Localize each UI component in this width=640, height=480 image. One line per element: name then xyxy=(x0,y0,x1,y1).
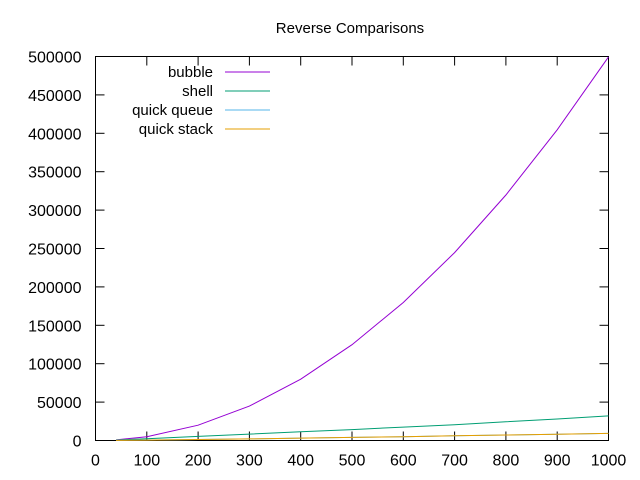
legend-label: bubble xyxy=(168,64,213,81)
legend-label: shell xyxy=(182,83,213,100)
y-tick-label: 500000 xyxy=(28,50,81,67)
series-line-shell xyxy=(115,415,609,441)
x-tick-label: 500 xyxy=(339,453,366,470)
legend-label: quick queue xyxy=(132,102,213,119)
y-tick-label: 250000 xyxy=(28,242,81,259)
x-tick-label: 100 xyxy=(133,453,160,470)
y-tick-label: 50000 xyxy=(37,395,82,412)
series-line-bubble xyxy=(115,56,609,441)
y-tick-label: 450000 xyxy=(28,88,81,105)
x-tick-label: 1000 xyxy=(591,453,627,470)
legend: bubble shell quick queue quick stack xyxy=(132,64,270,138)
x-tick-label: 0 xyxy=(91,453,100,470)
y-tick-label: 300000 xyxy=(28,203,81,220)
y-tick-label: 150000 xyxy=(28,318,81,335)
x-tick-label: 600 xyxy=(390,453,417,470)
series-group xyxy=(115,56,609,441)
legend-label: quick stack xyxy=(139,121,214,138)
x-tick-label: 300 xyxy=(236,453,263,470)
x-tick-label: 800 xyxy=(493,453,520,470)
y-tick-label: 200000 xyxy=(28,280,81,297)
axes: 0 100 200 300 400 500 600 700 800 900 1000 0 50000 10… xyxy=(28,50,626,470)
x-tick-label: 700 xyxy=(441,453,468,470)
x-tick-label: 400 xyxy=(287,453,314,470)
y-tick-label: 100000 xyxy=(28,357,81,374)
y-tick-label: 400000 xyxy=(28,126,81,143)
x-tick-label: 200 xyxy=(185,453,212,470)
y-tick-label: 0 xyxy=(73,434,82,451)
y-tick-label: 350000 xyxy=(28,165,81,182)
chart-title: Reverse Comparisons xyxy=(276,20,424,37)
series-line-quick-stack xyxy=(115,432,609,441)
x-tick-label: 900 xyxy=(544,453,571,470)
